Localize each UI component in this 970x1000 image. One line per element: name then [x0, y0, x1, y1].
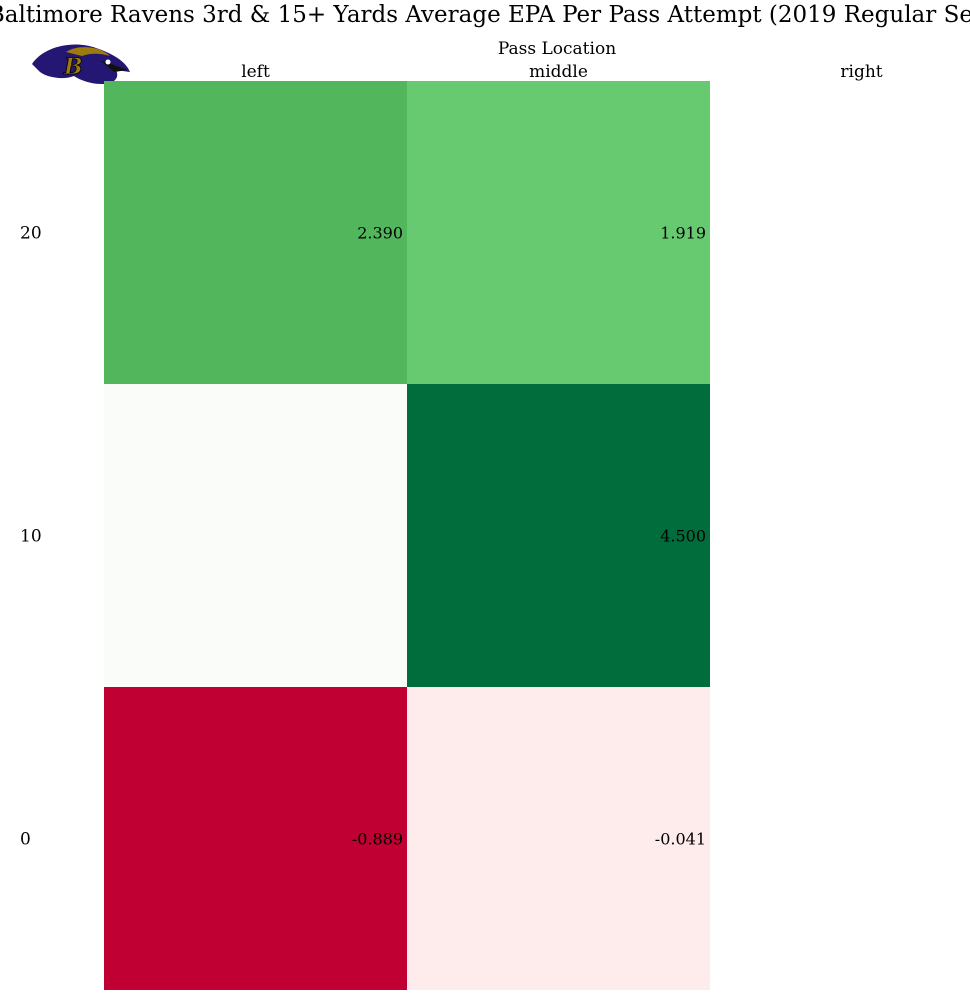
heatmap-value-labels: 2.390 1.919 4.500 -0.889 -0.041 — [352, 224, 706, 849]
y-tick-label-10: 10 — [20, 527, 42, 547]
heatmap-cell-left-10 — [104, 384, 407, 687]
ravens-logo-icon: B — [32, 44, 130, 84]
x-tick-labels: left middle right — [241, 62, 883, 82]
x-tick-label-right: right — [840, 62, 882, 82]
heatmap-cells — [104, 81, 710, 990]
heatmap-cell-middle-20 — [407, 81, 710, 384]
heatmap-cell-middle-0 — [407, 687, 710, 990]
y-tick-labels: 20 10 0 — [20, 224, 42, 850]
heatmap-value-middle-20: 1.919 — [660, 224, 706, 243]
x-tick-label-middle: middle — [529, 62, 588, 82]
x-tick-label-left: left — [241, 62, 270, 82]
heatmap-cell-left-0 — [104, 687, 407, 990]
y-tick-label-0: 0 — [20, 830, 31, 850]
heatmap-value-middle-0: -0.041 — [655, 830, 706, 849]
heatmap-cell-left-20 — [104, 81, 407, 384]
chart-title: Baltimore Ravens 3rd & 15+ Yards Average… — [0, 2, 970, 28]
heatmap-value-left-20: 2.390 — [357, 224, 403, 243]
y-tick-label-20: 20 — [20, 224, 42, 244]
heatmap-value-middle-10: 4.500 — [660, 527, 706, 546]
x-axis-label: Pass Location — [498, 39, 616, 59]
heatmap-cell-middle-10 — [407, 384, 710, 687]
heatmap-value-left-0: -0.889 — [352, 830, 403, 849]
logo-monogram: B — [63, 54, 83, 80]
